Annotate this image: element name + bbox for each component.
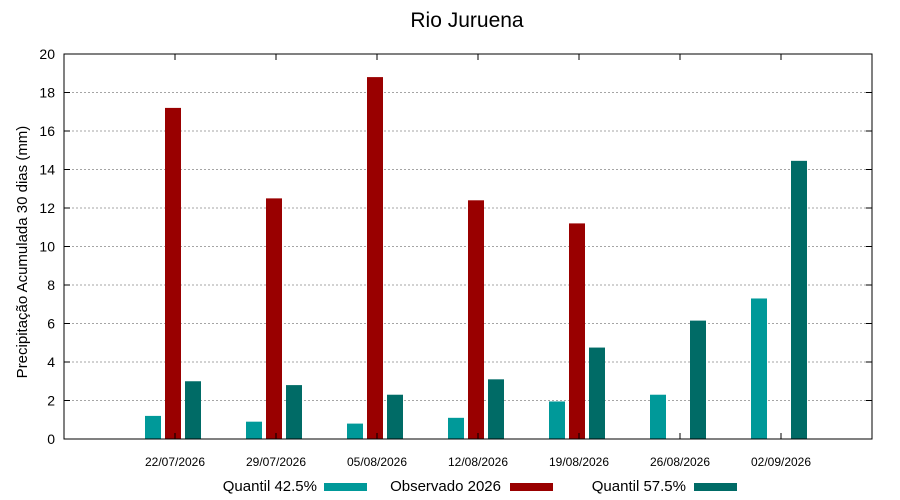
bar-3 <box>791 160 807 439</box>
y-tick-label: 4 <box>47 354 55 370</box>
bar-2 <box>367 77 383 439</box>
bar-3 <box>589 347 605 439</box>
bar-1 <box>347 423 363 439</box>
bar-3 <box>488 379 504 439</box>
y-tick-label: 2 <box>47 393 55 409</box>
legend-label: Quantil 42.5% <box>223 478 317 495</box>
bar-1 <box>650 394 666 439</box>
y-tick-label: 10 <box>39 239 55 255</box>
y-tick-label: 12 <box>39 200 55 216</box>
bar-3 <box>690 320 706 439</box>
bar-1 <box>751 298 767 439</box>
chart-title: Rio Juruena <box>410 9 524 32</box>
y-tick-label: 16 <box>39 123 55 139</box>
y-axis-label: Precipitação Acumulada 30 dias (mm) <box>14 126 31 379</box>
bar-2 <box>569 223 585 439</box>
y-axis-ticks: 0 2 4 6 8 10 12 14 16 18 20 <box>39 46 872 447</box>
bar-3 <box>286 385 302 439</box>
x-tick-label: 12/08/2026 <box>448 455 508 469</box>
y-tick-label: 6 <box>47 316 55 332</box>
y-tick-label: 20 <box>39 46 55 62</box>
bar-1 <box>549 401 565 439</box>
legend-swatch <box>694 483 737 491</box>
y-tick-label: 0 <box>47 431 55 447</box>
bars <box>145 77 807 440</box>
bar-1 <box>145 415 161 439</box>
x-axis-ticks: 22/07/2026 29/07/2026 05/08/2026 12/08/2026… <box>145 54 811 469</box>
bar-2 <box>165 107 181 440</box>
legend: Quantil 42.5% Observado 2026 Quantil 57.5% <box>223 478 737 495</box>
x-tick-label: 26/08/2026 <box>650 455 710 469</box>
x-tick-label: 05/08/2026 <box>347 455 407 469</box>
y-tick-label: 8 <box>47 277 55 293</box>
legend-label: Quantil 57.5% <box>592 478 686 495</box>
x-tick-label: 22/07/2026 <box>145 455 205 469</box>
x-tick-label: 29/07/2026 <box>246 455 306 469</box>
bar-3 <box>387 394 403 439</box>
y-tick-label: 18 <box>39 85 55 101</box>
legend-label: Observado 2026 <box>390 478 501 495</box>
bar-1 <box>448 417 464 439</box>
legend-swatch <box>510 483 553 491</box>
x-tick-label: 19/08/2026 <box>549 455 609 469</box>
legend-swatch <box>324 483 367 491</box>
bar-2 <box>468 200 484 439</box>
y-tick-label: 14 <box>39 162 55 178</box>
bar-3 <box>185 381 201 439</box>
bar-1 <box>246 421 262 439</box>
x-tick-label: 02/09/2026 <box>751 455 811 469</box>
bar-2 <box>266 198 282 439</box>
